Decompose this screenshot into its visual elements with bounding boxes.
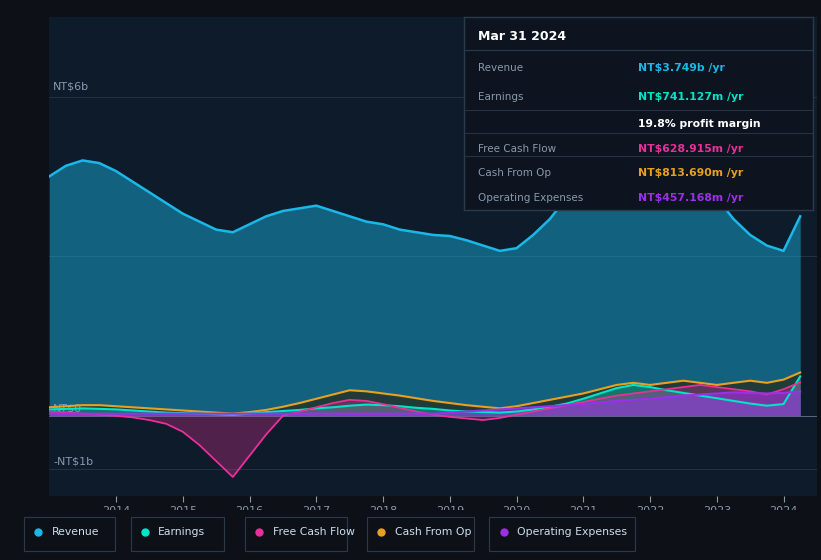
Text: NT$741.127m /yr: NT$741.127m /yr <box>639 92 744 102</box>
Text: Revenue: Revenue <box>478 63 523 73</box>
Text: Cash From Op: Cash From Op <box>478 169 551 179</box>
Text: NT$457.168m /yr: NT$457.168m /yr <box>639 193 744 203</box>
Text: Operating Expenses: Operating Expenses <box>517 528 627 538</box>
Text: Operating Expenses: Operating Expenses <box>478 193 583 203</box>
FancyBboxPatch shape <box>131 517 223 552</box>
Text: -NT$1b: -NT$1b <box>53 456 94 466</box>
Text: Revenue: Revenue <box>52 528 99 538</box>
Text: NT$6b: NT$6b <box>53 82 89 92</box>
Text: 19.8% profit margin: 19.8% profit margin <box>639 119 761 129</box>
Text: NT$3.749b /yr: NT$3.749b /yr <box>639 63 725 73</box>
FancyBboxPatch shape <box>25 517 115 552</box>
FancyBboxPatch shape <box>367 517 474 552</box>
Text: Cash From Op: Cash From Op <box>395 528 471 538</box>
Text: NT$813.690m /yr: NT$813.690m /yr <box>639 169 744 179</box>
FancyBboxPatch shape <box>245 517 347 552</box>
Text: Free Cash Flow: Free Cash Flow <box>273 528 355 538</box>
Text: Earnings: Earnings <box>478 92 523 102</box>
Text: NT$628.915m /yr: NT$628.915m /yr <box>639 144 744 155</box>
Text: Mar 31 2024: Mar 31 2024 <box>478 30 566 43</box>
Text: Earnings: Earnings <box>158 528 205 538</box>
FancyBboxPatch shape <box>489 517 635 552</box>
Text: Free Cash Flow: Free Cash Flow <box>478 144 556 155</box>
Text: NT$0: NT$0 <box>53 403 82 413</box>
